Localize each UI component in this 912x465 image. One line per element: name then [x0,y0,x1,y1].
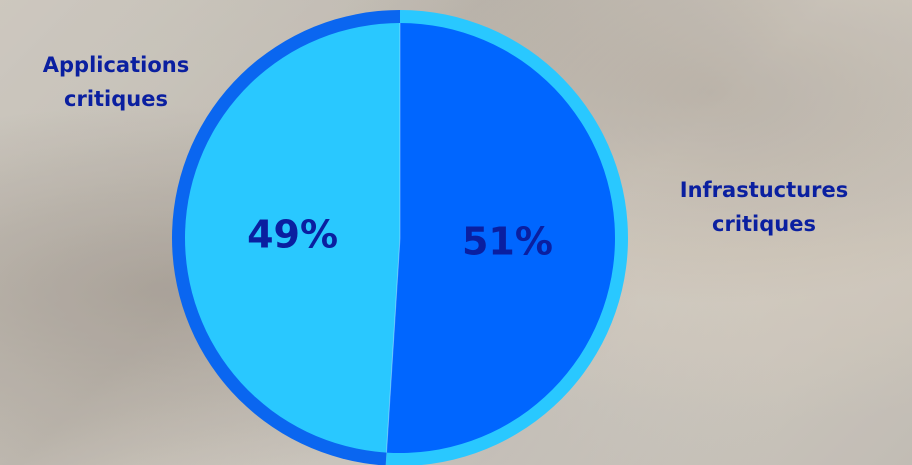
pie-category-label-line: Applications [43,53,189,77]
pie-category-label-line: critiques [712,212,816,236]
pie-slices [172,10,628,465]
pie-category-label-infrastuctures-critiques: Infrastuctures critiques [680,178,848,236]
pie-category-label-line: Infrastuctures [680,178,848,202]
pie-value-label-applications-critiques: 49% [247,213,338,257]
pie-slice-infrastuctures-critiques [386,23,616,454]
pie-category-label-line: critiques [64,87,168,111]
pie-category-label-applications-critiques: Applications critiques [43,53,189,111]
pie-slice-divider [386,237,401,453]
pie-slice-applications-critiques [185,23,400,453]
pie-value-label-infrastuctures-critiques: 51% [462,219,553,263]
pie-labels: 51% Infrastuctures critiques 49% Application… [43,53,848,263]
